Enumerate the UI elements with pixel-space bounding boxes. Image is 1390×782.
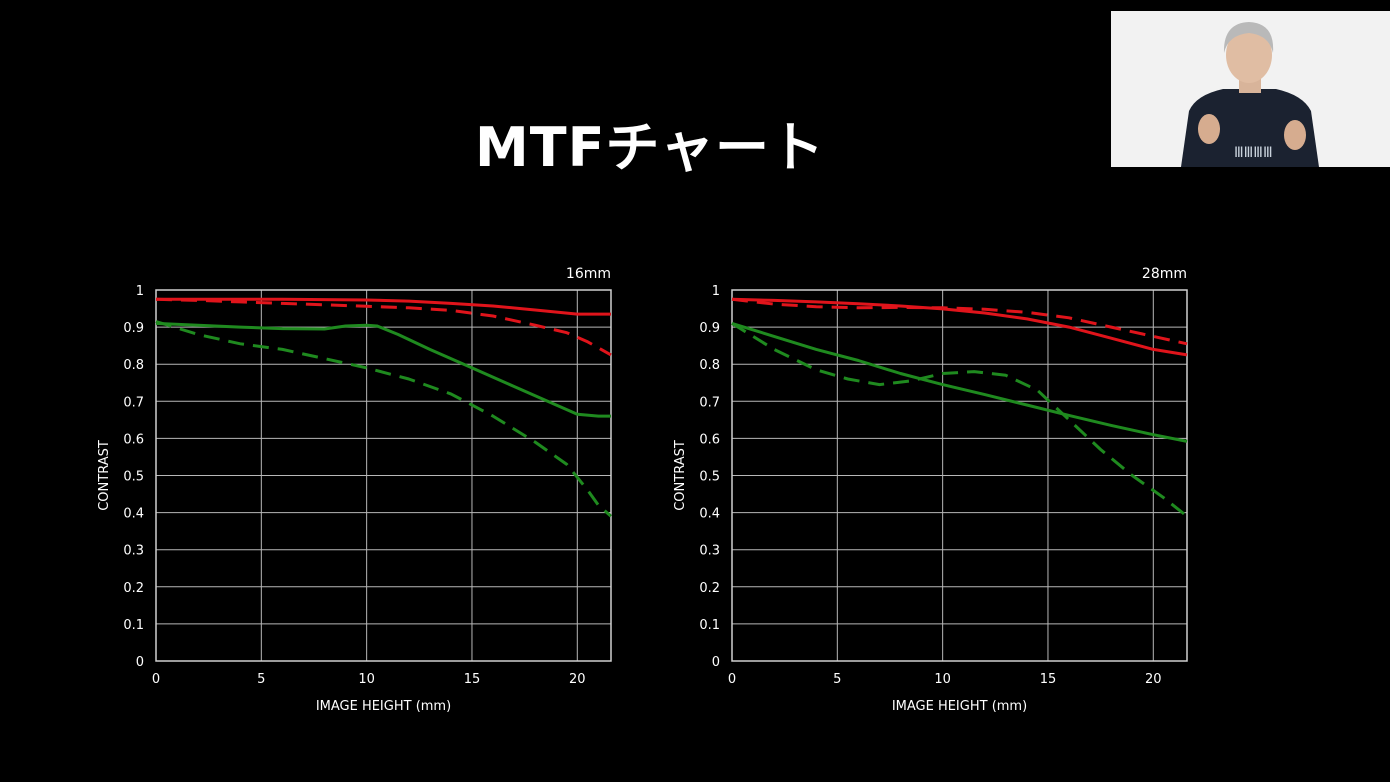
shirt-print: ⅢⅢⅢⅢ	[1234, 145, 1273, 161]
y-tick-label: 0.4	[123, 507, 144, 522]
x-axis-label: IMAGE HEIGHT (mm)	[316, 699, 451, 714]
series-line-green-solid	[155, 321, 611, 418]
y-tick-label: 0.8	[123, 358, 144, 373]
y-tick-label: 1	[712, 284, 720, 299]
y-tick-label: 0.1	[699, 618, 720, 633]
x-tick-label: 5	[833, 672, 841, 687]
series-line-green-dashed	[155, 320, 612, 518]
x-tick-label: 20	[1145, 672, 1162, 687]
mtf-chart-16mm: 00.10.20.30.40.50.60.70.80.910 5 10 15 2016m…	[97, 266, 612, 714]
slide-title: MTFチャート	[475, 116, 825, 179]
chart-title: 16mm	[566, 266, 611, 282]
x-tick-label: 15	[1040, 672, 1057, 687]
presenter-icon: ⅢⅢⅢⅢ	[1111, 11, 1390, 167]
series-line-red-dashed	[731, 297, 1188, 346]
x-tick-label: 20	[569, 672, 586, 687]
y-axis-label: CONTRAST	[97, 440, 112, 511]
y-tick-label: 1	[136, 284, 144, 299]
y-tick-label: 0	[136, 655, 144, 670]
x-axis-label: IMAGE HEIGHT (mm)	[892, 699, 1027, 714]
plot-frame	[731, 289, 1188, 662]
chart-title: 28mm	[1142, 266, 1187, 282]
y-tick-label: 0	[712, 655, 720, 670]
y-axis-label: CONTRAST	[673, 440, 688, 511]
y-tick-label: 0.5	[699, 470, 720, 485]
x-tick-label: 5	[257, 672, 265, 687]
series-line-red-dashed	[155, 297, 612, 357]
y-tick-label: 0.6	[123, 432, 144, 447]
y-tick-label: 0.7	[123, 395, 144, 410]
y-tick-label: 0.8	[699, 358, 720, 373]
y-tick-label: 0.9	[123, 321, 144, 336]
series-line-red-solid	[731, 297, 1188, 357]
y-tick-label: 0.5	[123, 470, 144, 485]
presenter-video: ⅢⅢⅢⅢ	[1111, 11, 1390, 167]
y-tick-label: 0.4	[699, 507, 720, 522]
y-tick-label: 0.9	[699, 321, 720, 336]
x-tick-label: 10	[934, 672, 951, 687]
plot-frame	[155, 289, 612, 662]
y-tick-label: 0.1	[123, 618, 144, 633]
x-tick-label: 0	[728, 672, 736, 687]
series-line-green-dashed	[731, 322, 1188, 518]
y-tick-label: 0.7	[699, 395, 720, 410]
y-tick-label: 0.3	[123, 544, 144, 559]
series-line-green-solid	[731, 321, 1188, 443]
y-tick-label: 0.6	[699, 432, 720, 447]
y-tick-label: 0.2	[123, 581, 144, 596]
x-tick-label: 10	[358, 672, 375, 687]
series-line-red-solid	[156, 297, 611, 316]
x-tick-label: 0	[152, 672, 160, 687]
x-tick-label: 15	[464, 672, 481, 687]
mtf-chart-28mm: 00.10.20.30.40.50.60.70.80.910 5 10 15 2028m…	[673, 266, 1188, 714]
y-tick-label: 0.3	[699, 544, 720, 559]
y-tick-label: 0.2	[699, 581, 720, 596]
